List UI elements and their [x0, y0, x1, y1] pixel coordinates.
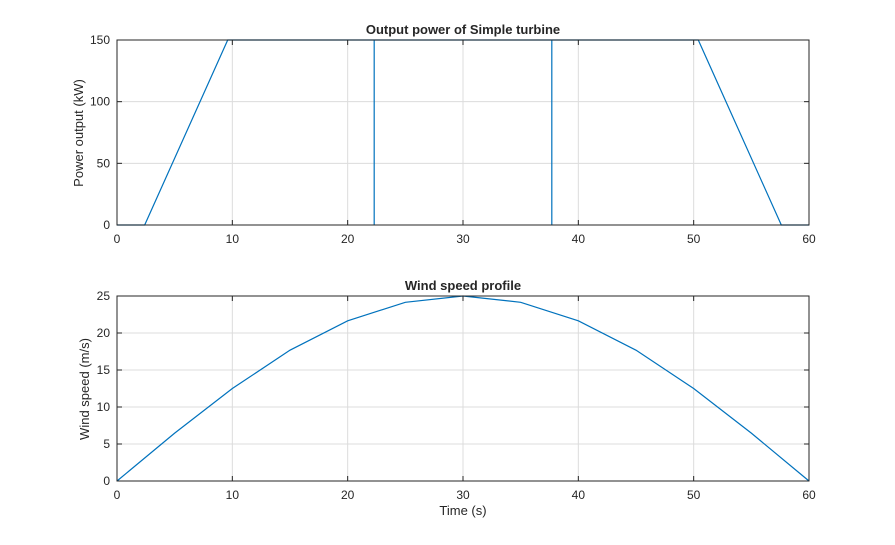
power-x-tick-label: 40 — [572, 232, 586, 246]
wind-x-tick-label: 20 — [341, 488, 355, 502]
power-plot-ylabel: Power output (kW) — [71, 79, 86, 187]
wind-x-tick-label: 40 — [572, 488, 586, 502]
power-y-tick-label: 100 — [90, 95, 110, 109]
wind-speed-plot: Wind speed profile Wind speed (m/s) Time… — [77, 278, 816, 518]
power-output-plot: Output power of Simple turbine Power out… — [71, 22, 816, 246]
power-y-tick-label: 0 — [103, 218, 110, 232]
wind-plot-ylabel: Wind speed (m/s) — [77, 338, 92, 440]
wind-y-tick-label: 5 — [103, 437, 110, 451]
power-x-tick-label: 50 — [687, 232, 701, 246]
wind-x-tick-label: 30 — [456, 488, 470, 502]
power-x-tick-label: 20 — [341, 232, 355, 246]
wind-y-tick-label: 10 — [97, 400, 111, 414]
wind-plot-title: Wind speed profile — [405, 278, 521, 293]
wind-plot-xlabel: Time (s) — [439, 503, 486, 518]
wind-x-tick-label: 50 — [687, 488, 701, 502]
power-x-tick-label: 60 — [802, 232, 816, 246]
wind-y-tick-label: 15 — [97, 363, 111, 377]
wind-y-tick-label: 20 — [97, 326, 111, 340]
wind-x-tick-label: 60 — [802, 488, 816, 502]
power-plot-title: Output power of Simple turbine — [366, 22, 560, 37]
power-x-tick-label: 30 — [456, 232, 470, 246]
power-x-tick-label: 0 — [114, 232, 121, 246]
power-y-tick-label: 50 — [97, 156, 111, 170]
power-y-tick-label: 150 — [90, 33, 110, 47]
wind-x-tick-label: 0 — [114, 488, 121, 502]
wind-y-tick-label: 0 — [103, 474, 110, 488]
wind-x-tick-label: 10 — [226, 488, 240, 502]
power-x-tick-label: 10 — [226, 232, 240, 246]
wind-y-tick-label: 25 — [97, 289, 111, 303]
